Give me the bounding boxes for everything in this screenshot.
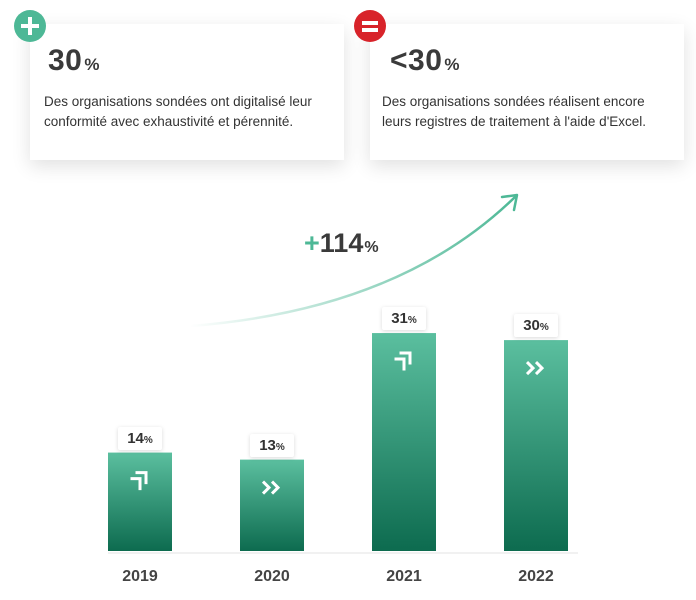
x-tick-label-2022: 2022 xyxy=(518,568,554,585)
bar-2019 xyxy=(108,452,172,551)
data-label-2020: 13% xyxy=(250,433,294,457)
growth-label: +114% xyxy=(304,228,379,258)
data-label-2021: 31% xyxy=(382,307,426,331)
double-chevron-icon xyxy=(525,361,545,376)
stat-value: <30% xyxy=(390,44,461,77)
equals-icon xyxy=(354,10,386,42)
stat-card-excel: <30% Des organisations sondées réalisent… xyxy=(354,10,684,160)
step-arrow-icon xyxy=(130,471,148,491)
x-tick-label-2021: 2021 xyxy=(386,568,422,585)
stat-value: 30% xyxy=(48,44,100,77)
step-arrow-icon xyxy=(394,351,412,371)
x-tick-label-2020: 2020 xyxy=(254,568,290,585)
stat-card-digitalized: 30% Des organisations sondées ont digita… xyxy=(14,10,344,160)
bar-2022 xyxy=(504,340,568,551)
stat-description: Des organisations sondées réalisent enco… xyxy=(382,94,647,129)
bar-2020 xyxy=(240,459,304,551)
data-label-2019: 14% xyxy=(118,426,162,450)
double-chevron-icon xyxy=(261,480,281,495)
growth-arrow-head xyxy=(500,193,519,212)
plus-icon xyxy=(14,10,46,42)
data-label-2022: 30% xyxy=(514,314,558,338)
stat-description: Des organisations sondées ont digitalisé… xyxy=(44,94,312,129)
growth-arrow xyxy=(189,195,517,328)
x-tick-label-2019: 2019 xyxy=(122,568,158,585)
